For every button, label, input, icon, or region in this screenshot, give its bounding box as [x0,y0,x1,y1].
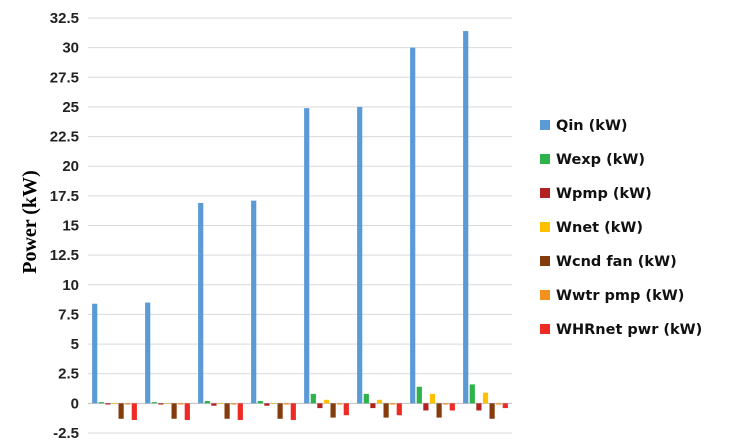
y-tick-label: 12.5 [50,247,79,264]
bar [111,403,118,404]
bar [423,403,429,411]
legend-label: Wcnd fan (kW) [556,254,677,270]
y-tick-label: 25 [62,99,79,116]
bar [416,386,422,404]
bar [284,403,290,405]
bar [178,403,184,405]
bar [363,393,369,404]
bar [251,200,257,404]
bar [436,403,442,418]
y-tick-label: 17.5 [50,188,79,205]
bar [131,403,137,420]
bar [410,47,416,404]
y-tick-label: 7.5 [58,306,79,323]
bar [357,106,363,404]
bar [343,403,349,416]
bar [330,403,336,418]
bar [211,403,217,406]
gridlines [88,17,512,434]
y-tick-label: 20 [62,158,79,175]
y-tick-label: 5 [71,336,79,353]
legend-swatch [540,154,550,164]
bar [118,403,124,419]
bar [469,384,475,404]
bar [290,403,296,420]
bar [310,393,316,404]
bar [376,399,383,404]
legend-label: Wexp (kW) [556,152,645,168]
y-tick-label: 32.5 [50,10,79,27]
bar [370,403,376,409]
bar [217,403,224,404]
legend-label: Wwtr pmp (kW) [556,288,684,304]
bar [164,403,171,404]
bar [463,31,469,404]
y-tick-label: 30 [62,40,79,57]
y-axis-label: Power (kW) [19,170,41,274]
bar [231,403,237,405]
bar [396,403,402,416]
bar [476,403,482,411]
bar [257,400,263,404]
y-tick-label: 2.5 [58,366,79,383]
legend-swatch [540,290,550,300]
bar [224,403,230,419]
bar [323,399,330,404]
legend-label: WHRnet pwr (kW) [556,322,702,338]
bar [317,403,323,409]
legend: Qin (kW) Wexp (kW) Wpmp (kW) Wnet (kW) Wcnd … [540,118,702,338]
bar [184,403,190,420]
bar [105,403,111,405]
bar [390,403,396,405]
bar [125,403,131,405]
bar [270,403,277,404]
legend-swatch [540,222,550,232]
legend-swatch [540,324,550,334]
bars [92,31,508,420]
bar [443,403,449,405]
y-tick-label: 10 [62,277,79,294]
bar [264,403,270,406]
bar [489,403,495,419]
legend-swatch [540,188,550,198]
y-tick-label: 0 [71,395,79,412]
bar [237,403,243,420]
bar [383,403,389,418]
legend-swatch [540,256,550,266]
legend-label: Wpmp (kW) [556,186,652,202]
bar [502,403,508,409]
bar [171,403,177,419]
bar [151,402,157,404]
y-tick-label: -2.5 [53,425,79,442]
legend-label: Qin (kW) [556,118,628,134]
y-tick-label: 15 [62,218,79,235]
bar [496,403,502,405]
bar [145,302,151,404]
bar [277,403,283,419]
bar [158,403,164,405]
y-tick-label: 22.5 [50,129,79,146]
bar [198,202,204,404]
bar [98,402,104,404]
legend-label: Wnet (kW) [556,220,643,236]
legend-swatch [540,120,550,130]
bar [429,393,436,404]
bar [92,303,98,404]
y-tick-label: 27.5 [50,69,79,86]
bar [337,403,343,405]
bar [449,403,455,411]
bar [482,392,489,404]
bar [304,108,310,404]
y-axis-tick-labels: -2.5 0 2.5 5 7.5 10 12.5 15 17.5 20 22.5 25 27.5 30 32… [50,10,79,442]
bar [204,400,210,404]
